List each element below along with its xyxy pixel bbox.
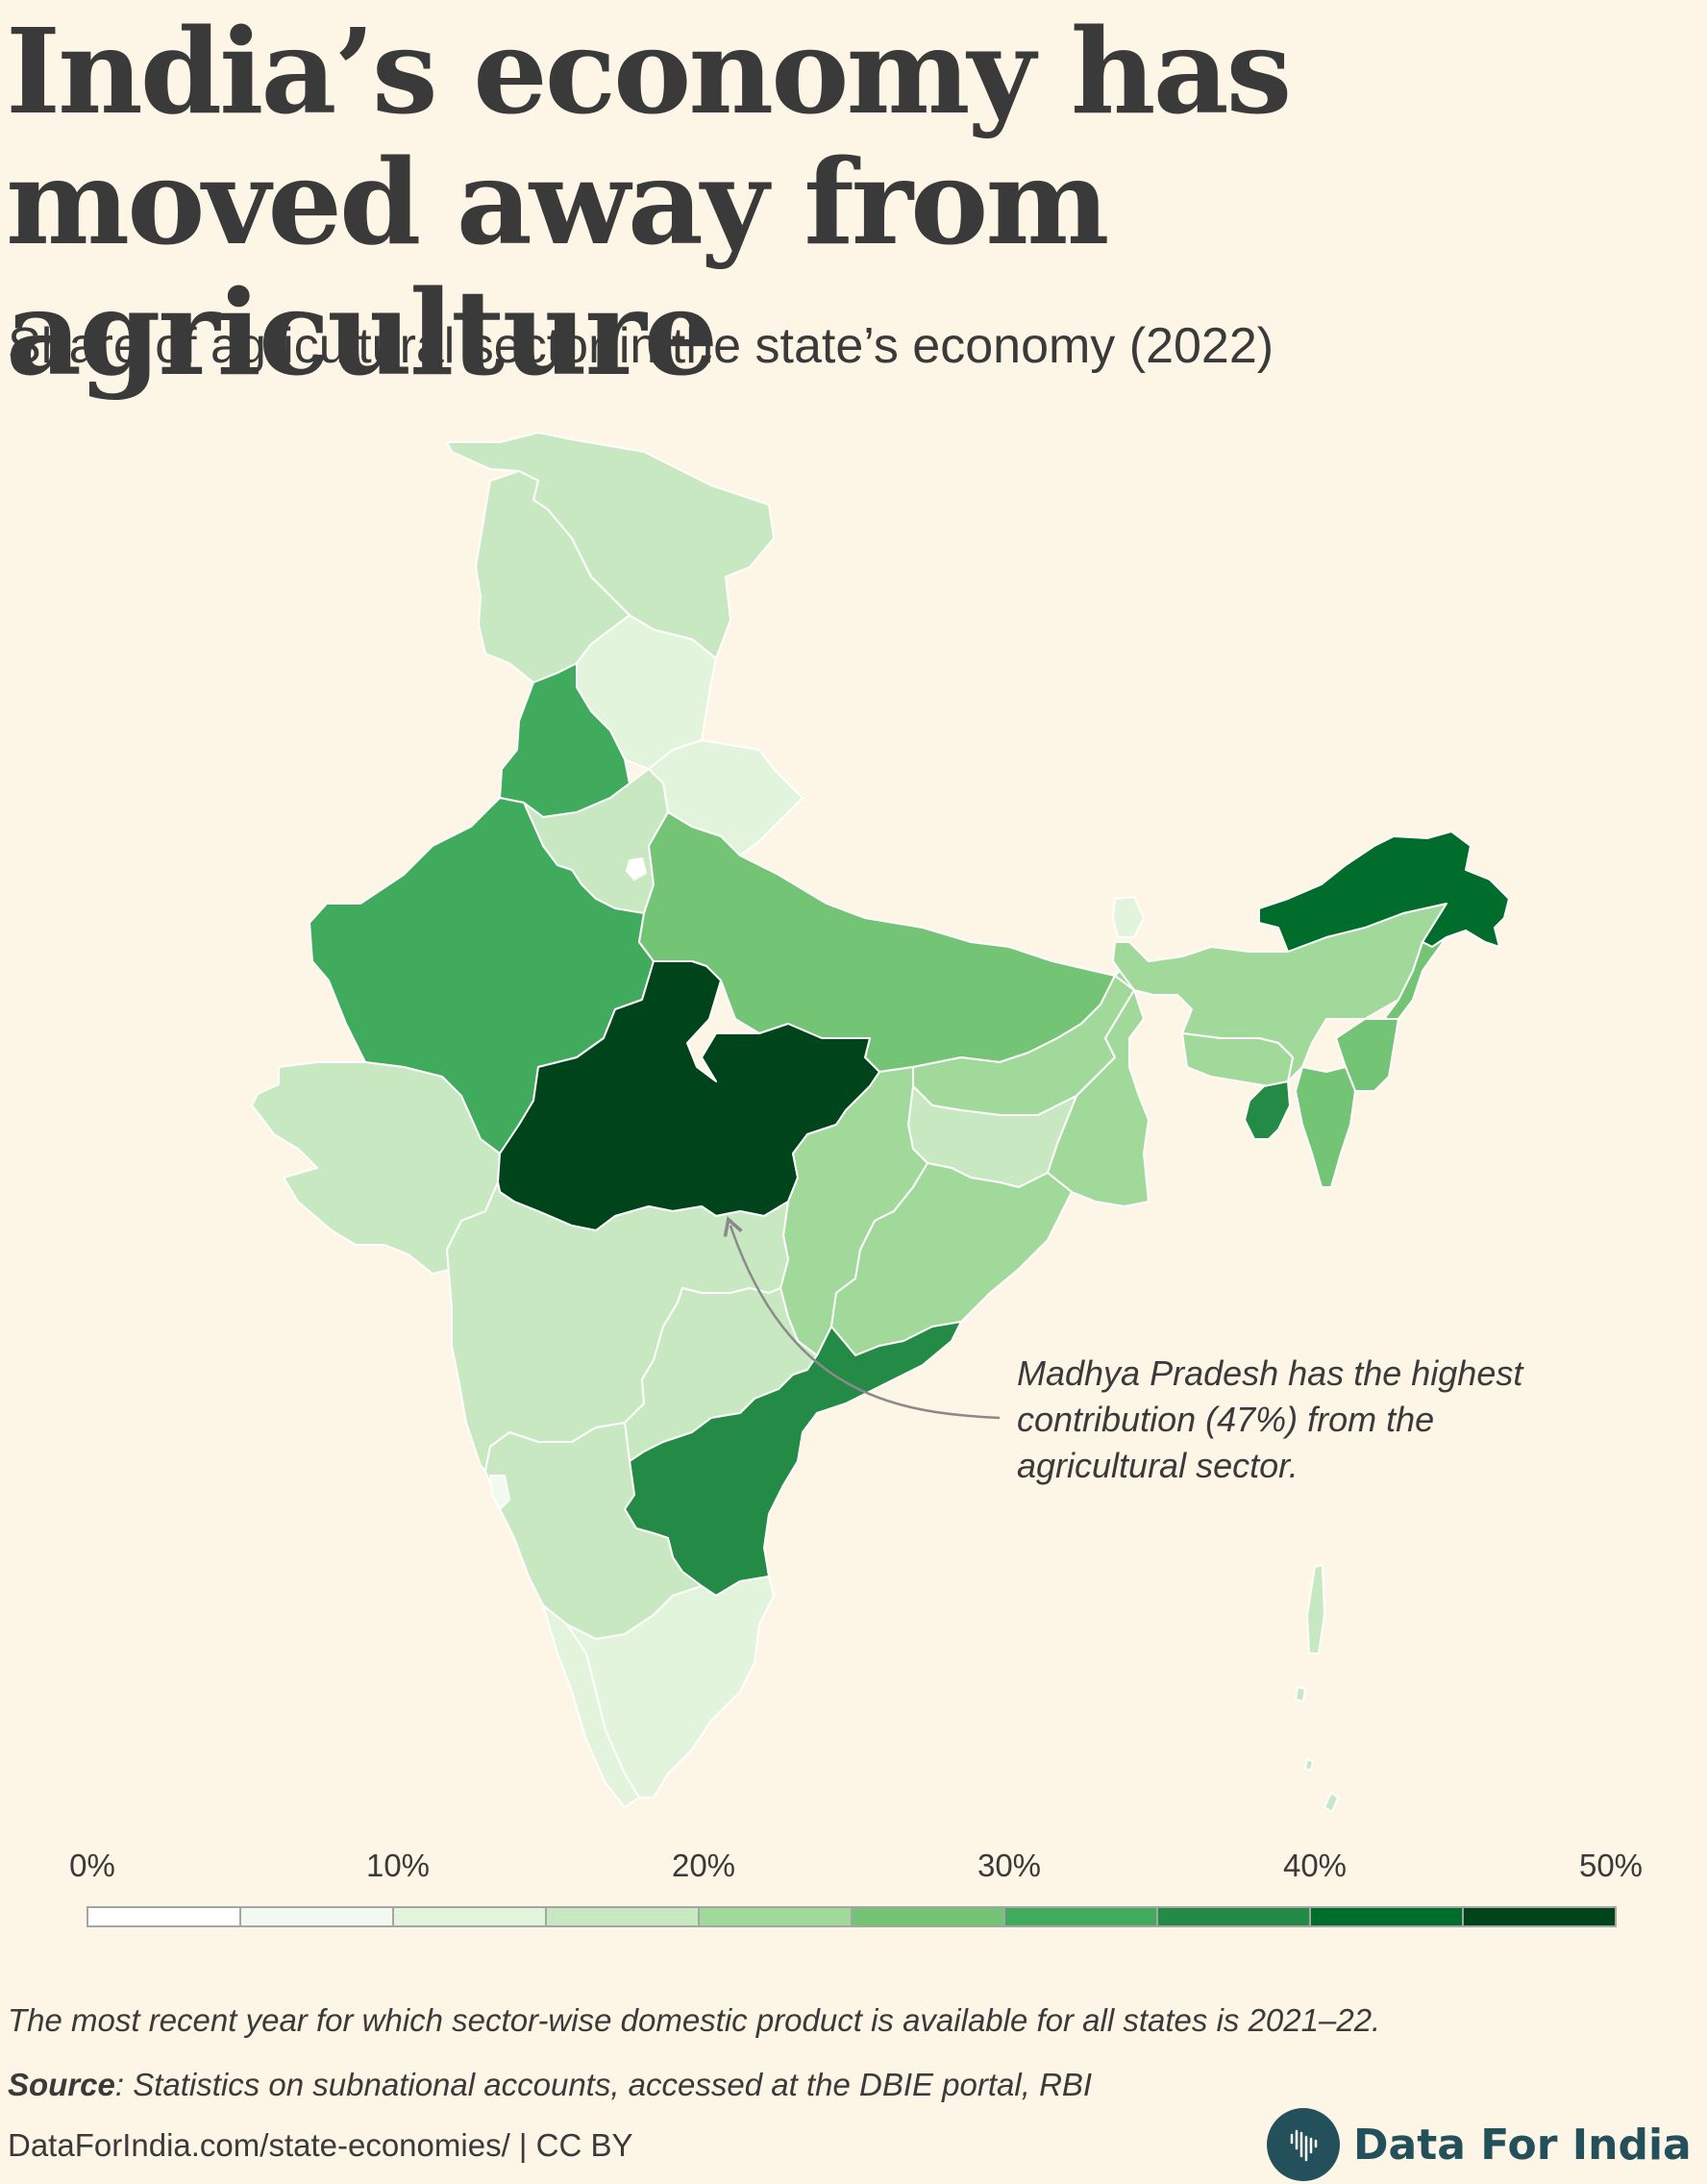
goa-region [489,1475,510,1510]
legend-swatch [394,1908,547,1925]
legend-tick-label: 0% [69,1848,115,1883]
source-text: : Statistics on subnational accounts, ac… [114,2067,1093,2102]
uttar-pradesh-region [638,811,1116,1073]
legend-swatch [88,1908,241,1925]
legend-swatch [700,1908,853,1925]
legend-tick-label: 10% [365,1848,431,1883]
legend-swatch [1464,1908,1615,1925]
map-annotation: Madhya Pradesh has the highest contribut… [1017,1353,1523,1485]
india-choropleth-map [251,432,1510,1813]
legend-tick-label: 30% [977,1848,1042,1883]
legend-swatch [241,1908,394,1925]
legend-swatch [1158,1908,1311,1925]
legend-swatch [853,1908,1005,1925]
mizoram-region [1295,1066,1356,1188]
source-label: Source [8,2067,115,2102]
brand-name: Data For India [1353,2120,1692,2170]
tripura-region [1244,1080,1291,1140]
credit-link[interactable]: DataForIndia.com/state-economies/ | CC B… [8,2127,633,2163]
legend-swatch [1311,1908,1464,1925]
delhi-region [626,857,647,881]
source-line: Source: Statistics on subnational accoun… [8,2067,1092,2103]
annotation-arrow [723,1216,1001,1420]
legend-tick-label: 40% [1282,1848,1348,1883]
manipur-region [1335,1018,1399,1092]
sikkim-region [1112,896,1145,938]
legend-swatch [547,1908,700,1925]
footnote: The most recent year for which sector-wi… [8,2002,1381,2038]
color-legend [87,1906,1617,1927]
legend-tick-label: 50% [1578,1848,1644,1883]
legend-swatch [1005,1908,1158,1925]
india-map-logo-icon [1267,2108,1340,2181]
nagaland-region [1383,936,1447,1020]
tamil-nadu-region [566,1576,775,1799]
page-subtitle: Share of agricultural sector in the stat… [8,318,1274,374]
page-title: India’s economy has moved away from agri… [6,2,1292,402]
arunachal-pradesh-region [1258,831,1510,953]
legend-tick-label: 20% [671,1848,736,1883]
gujarat-region [251,1061,501,1275]
andaman-nicobar-region [1295,1564,1339,1813]
brand[interactable]: Data For India [1267,2108,1692,2181]
